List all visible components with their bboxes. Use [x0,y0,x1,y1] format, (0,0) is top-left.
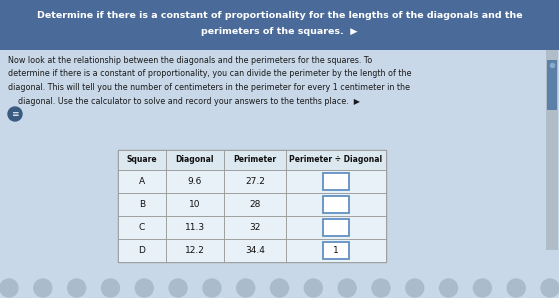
FancyBboxPatch shape [547,60,557,110]
FancyBboxPatch shape [546,50,558,250]
Text: perimeters of the squares.  ▶: perimeters of the squares. ▶ [201,27,358,36]
Circle shape [34,279,52,297]
FancyBboxPatch shape [118,216,166,239]
Text: diagonal. Use the calculator to solve and record your answers to the tenths plac: diagonal. Use the calculator to solve an… [8,97,360,105]
Circle shape [0,279,18,297]
Circle shape [169,279,187,297]
Circle shape [8,107,22,121]
FancyBboxPatch shape [323,173,349,190]
Text: 11.3: 11.3 [185,223,205,232]
FancyBboxPatch shape [166,150,224,170]
FancyBboxPatch shape [118,170,166,193]
Text: 28: 28 [249,200,260,209]
FancyBboxPatch shape [166,216,224,239]
Text: Now look at the relationship between the diagonals and the perimeters for the sq: Now look at the relationship between the… [8,56,372,65]
Text: Square: Square [127,156,157,164]
Text: D: D [139,246,145,255]
Circle shape [101,279,120,297]
FancyBboxPatch shape [224,170,286,193]
Text: Perimeter: Perimeter [234,156,277,164]
Text: 12.2: 12.2 [185,246,205,255]
FancyBboxPatch shape [286,216,386,239]
FancyBboxPatch shape [166,239,224,262]
Circle shape [338,279,356,297]
FancyBboxPatch shape [323,196,349,213]
Text: 9.6: 9.6 [188,177,202,186]
FancyBboxPatch shape [323,219,349,236]
FancyBboxPatch shape [286,170,386,193]
Circle shape [372,279,390,297]
Text: 34.4: 34.4 [245,246,265,255]
FancyBboxPatch shape [118,193,166,216]
FancyBboxPatch shape [224,193,286,216]
Circle shape [541,279,559,297]
Circle shape [304,279,323,297]
FancyBboxPatch shape [0,50,559,298]
Circle shape [406,279,424,297]
FancyBboxPatch shape [286,193,386,216]
Circle shape [68,279,86,297]
Circle shape [439,279,458,297]
Text: 10: 10 [190,200,201,209]
Text: Diagonal: Diagonal [176,156,214,164]
Text: determine if there is a constant of proportionality, you can divide the perimete: determine if there is a constant of prop… [8,69,411,78]
FancyBboxPatch shape [224,150,286,170]
Circle shape [271,279,288,297]
Text: ≡: ≡ [11,109,19,119]
Text: 27.2: 27.2 [245,177,265,186]
Text: C: C [139,223,145,232]
FancyBboxPatch shape [0,0,559,50]
Text: Determine if there is a constant of proportionality for the lengths of the diago: Determine if there is a constant of prop… [37,10,522,19]
Circle shape [507,279,525,297]
Text: Perimeter ÷ Diagonal: Perimeter ÷ Diagonal [290,156,382,164]
Text: diagonal. This will tell you the number of centimeters in the perimeter for ever: diagonal. This will tell you the number … [8,83,410,92]
Circle shape [135,279,153,297]
FancyBboxPatch shape [166,193,224,216]
FancyBboxPatch shape [286,239,386,262]
FancyBboxPatch shape [118,150,166,170]
Circle shape [473,279,491,297]
Text: 32: 32 [249,223,260,232]
FancyBboxPatch shape [286,150,386,170]
Text: B: B [139,200,145,209]
Text: 1: 1 [333,246,339,255]
FancyBboxPatch shape [224,216,286,239]
Circle shape [203,279,221,297]
FancyBboxPatch shape [323,242,349,259]
FancyBboxPatch shape [118,239,166,262]
FancyBboxPatch shape [166,170,224,193]
Circle shape [236,279,255,297]
FancyBboxPatch shape [118,150,386,262]
FancyBboxPatch shape [224,239,286,262]
Text: A: A [139,177,145,186]
